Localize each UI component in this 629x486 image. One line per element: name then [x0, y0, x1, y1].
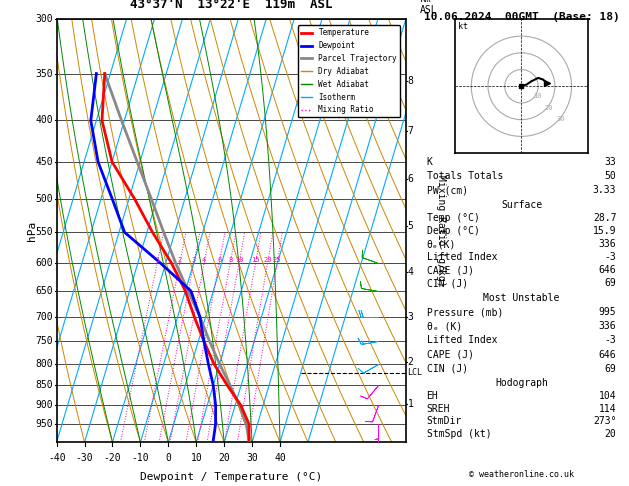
Text: 15: 15 [251, 257, 260, 263]
Text: 20: 20 [218, 453, 230, 463]
Text: 6: 6 [217, 257, 221, 263]
Text: 2: 2 [408, 357, 413, 367]
Text: Dewp (°C): Dewp (°C) [426, 226, 479, 236]
Text: 3.33: 3.33 [593, 186, 616, 195]
Text: 350: 350 [35, 69, 53, 79]
Text: 600: 600 [35, 258, 53, 268]
Legend: Temperature, Dewpoint, Parcel Trajectory, Dry Adiabat, Wet Adiabat, Isotherm, Mi: Temperature, Dewpoint, Parcel Trajectory… [298, 25, 400, 118]
Text: -3: -3 [604, 335, 616, 346]
Text: 4: 4 [408, 267, 413, 277]
Text: SREH: SREH [426, 404, 450, 414]
Text: 40: 40 [274, 453, 286, 463]
Text: 1: 1 [408, 399, 413, 409]
Text: 450: 450 [35, 157, 53, 167]
Text: km
ASL: km ASL [420, 0, 437, 15]
Text: PW (cm): PW (cm) [426, 186, 468, 195]
Text: 25: 25 [273, 257, 281, 263]
Text: LCL: LCL [408, 368, 423, 377]
Text: 69: 69 [604, 364, 616, 374]
Text: 33: 33 [604, 157, 616, 167]
Text: 15.9: 15.9 [593, 226, 616, 236]
Text: 28.7: 28.7 [593, 213, 616, 223]
Text: 400: 400 [35, 116, 53, 125]
Text: 8: 8 [228, 257, 232, 263]
Text: 500: 500 [35, 194, 53, 204]
Text: 4: 4 [202, 257, 206, 263]
Text: 10: 10 [191, 453, 202, 463]
Text: 8: 8 [408, 75, 413, 86]
Text: -40: -40 [48, 453, 65, 463]
Text: 10: 10 [533, 93, 542, 99]
Text: 0: 0 [165, 453, 171, 463]
Text: 336: 336 [599, 321, 616, 331]
Text: 646: 646 [599, 265, 616, 275]
Text: Mixing Ratio (g/kg): Mixing Ratio (g/kg) [436, 175, 445, 287]
Text: © weatheronline.co.uk: © weatheronline.co.uk [469, 469, 574, 479]
Text: 69: 69 [604, 278, 616, 288]
Text: θₑ(K): θₑ(K) [426, 239, 456, 249]
Text: StmDir: StmDir [426, 417, 462, 426]
Text: Temp (°C): Temp (°C) [426, 213, 479, 223]
Text: 273°: 273° [593, 417, 616, 426]
Text: -30: -30 [75, 453, 93, 463]
Text: 300: 300 [35, 15, 53, 24]
Text: 10.06.2024  00GMT  (Base: 18): 10.06.2024 00GMT (Base: 18) [423, 12, 620, 22]
Text: CAPE (J): CAPE (J) [426, 349, 474, 360]
Text: CIN (J): CIN (J) [426, 278, 468, 288]
Text: 750: 750 [35, 336, 53, 346]
Text: 800: 800 [35, 359, 53, 369]
Text: Lifted Index: Lifted Index [426, 335, 497, 346]
Text: Dewpoint / Temperature (°C): Dewpoint / Temperature (°C) [140, 472, 322, 482]
Text: CAPE (J): CAPE (J) [426, 265, 474, 275]
Text: 3: 3 [192, 257, 196, 263]
Text: 20: 20 [264, 257, 272, 263]
Text: -20: -20 [104, 453, 121, 463]
Text: Lifted Index: Lifted Index [426, 252, 497, 262]
Text: 20: 20 [604, 429, 616, 439]
Text: Surface: Surface [501, 200, 542, 210]
Text: 2: 2 [178, 257, 182, 263]
Text: θₑ (K): θₑ (K) [426, 321, 462, 331]
Text: Hodograph: Hodograph [495, 378, 548, 388]
Text: 50: 50 [604, 171, 616, 181]
Text: CIN (J): CIN (J) [426, 364, 468, 374]
Text: 30: 30 [246, 453, 258, 463]
Text: 6: 6 [408, 174, 413, 184]
Text: 7: 7 [408, 126, 413, 136]
Text: EH: EH [426, 391, 438, 401]
Text: 550: 550 [35, 227, 53, 237]
Text: K: K [426, 157, 432, 167]
Text: 700: 700 [35, 312, 53, 322]
Text: 650: 650 [35, 286, 53, 296]
Text: 900: 900 [35, 400, 53, 410]
Text: Totals Totals: Totals Totals [426, 171, 503, 181]
Text: 114: 114 [599, 404, 616, 414]
Text: 336: 336 [599, 239, 616, 249]
Text: 850: 850 [35, 380, 53, 390]
Text: 30: 30 [557, 116, 565, 122]
Text: 104: 104 [599, 391, 616, 401]
Text: 3: 3 [408, 312, 413, 322]
Text: 43°37'N  13°22'E  119m  ASL: 43°37'N 13°22'E 119m ASL [130, 0, 332, 11]
Text: 1: 1 [155, 257, 159, 263]
Text: Most Unstable: Most Unstable [483, 293, 560, 303]
Text: 995: 995 [599, 307, 616, 317]
Text: 646: 646 [599, 349, 616, 360]
Text: 10: 10 [235, 257, 243, 263]
Text: hPa: hPa [27, 221, 37, 241]
Text: Pressure (mb): Pressure (mb) [426, 307, 503, 317]
Text: StmSpd (kt): StmSpd (kt) [426, 429, 491, 439]
Text: 950: 950 [35, 419, 53, 429]
Text: kt: kt [458, 22, 468, 32]
Text: 5: 5 [408, 221, 413, 231]
Text: -3: -3 [604, 252, 616, 262]
Text: 20: 20 [545, 104, 554, 111]
Text: -10: -10 [131, 453, 149, 463]
